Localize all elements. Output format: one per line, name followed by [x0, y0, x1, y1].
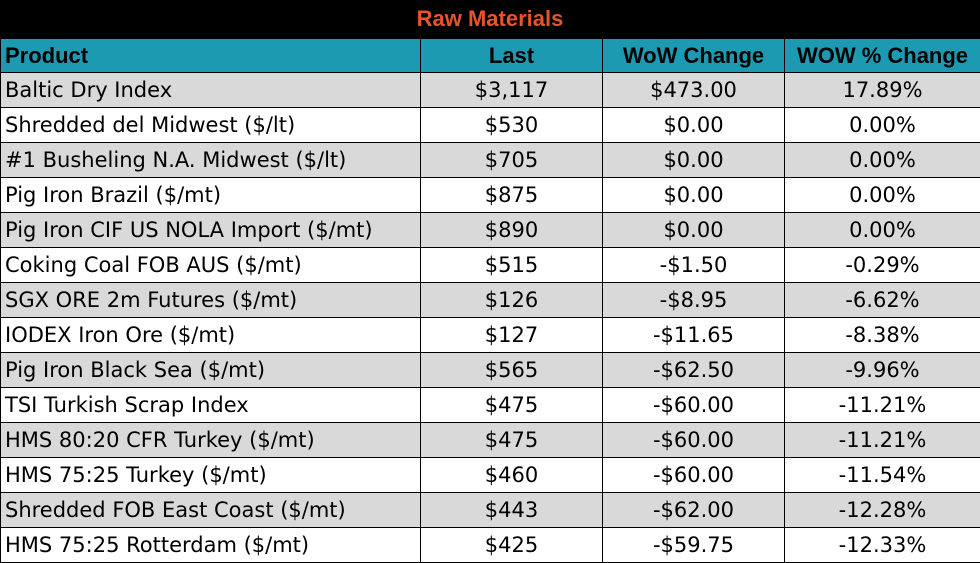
cell-wow-change: $0.00	[602, 212, 785, 248]
table-row: Coking Coal FOB AUS ($/mt) $515 -$1.50 -0.2…	[0, 247, 980, 283]
cell-wow-change: -$62.00	[602, 492, 785, 528]
cell-wow-change: -$59.75	[602, 527, 785, 563]
cell-wow-change: -$11.65	[602, 317, 785, 353]
cell-last: $875	[420, 177, 603, 213]
cell-last: $705	[420, 142, 603, 178]
cell-last: $530	[420, 107, 603, 143]
cell-last: $3,117	[420, 72, 603, 108]
cell-wow-change: $0.00	[602, 177, 785, 213]
cell-wow-change: -$62.50	[602, 352, 785, 388]
cell-wow-pct-change: 0.00%	[784, 107, 980, 143]
cell-product: Baltic Dry Index	[0, 72, 421, 108]
column-header-last: Last	[420, 38, 603, 73]
cell-wow-change: $0.00	[602, 142, 785, 178]
raw-materials-table: Product Last WoW Change WOW % Change Bal…	[0, 38, 980, 563]
cell-wow-change: -$1.50	[602, 247, 785, 283]
cell-wow-pct-change: -12.33%	[784, 527, 980, 563]
cell-last: $890	[420, 212, 603, 248]
cell-wow-change: -$60.00	[602, 422, 785, 458]
table-row: Pig Iron Black Sea ($/mt) $565 -$62.50 -9.9…	[0, 352, 980, 388]
table-row: Baltic Dry Index $3,117 $473.00 17.89%	[0, 72, 980, 108]
cell-wow-pct-change: -0.29%	[784, 247, 980, 283]
table-row: #1 Busheling N.A. Midwest ($/lt) $705 $0.0…	[0, 142, 980, 178]
cell-product: Pig Iron CIF US NOLA Import ($/mt)	[0, 212, 421, 248]
cell-last: $475	[420, 387, 603, 423]
cell-last: $460	[420, 457, 603, 493]
cell-wow-change: $0.00	[602, 107, 785, 143]
table-row: HMS 75:25 Turkey ($/mt) $460 -$60.00 -11.54…	[0, 457, 980, 493]
cell-product: Shredded del Midwest ($/lt)	[0, 107, 421, 143]
cell-wow-pct-change: 0.00%	[784, 177, 980, 213]
cell-wow-change: -$60.00	[602, 457, 785, 493]
cell-product: IODEX Iron Ore ($/mt)	[0, 317, 421, 353]
cell-product: HMS 80:20 CFR Turkey ($/mt)	[0, 422, 421, 458]
header-row: Product Last WoW Change WOW % Change	[0, 38, 980, 73]
cell-product: HMS 75:25 Rotterdam ($/mt)	[0, 527, 421, 563]
cell-last: $126	[420, 282, 603, 318]
table-row: SGX ORE 2m Futures ($/mt) $126 -$8.95 -6.62…	[0, 282, 980, 318]
cell-wow-pct-change: -11.54%	[784, 457, 980, 493]
cell-product: SGX ORE 2m Futures ($/mt)	[0, 282, 421, 318]
cell-wow-change: $473.00	[602, 72, 785, 108]
cell-wow-pct-change: -8.38%	[784, 317, 980, 353]
column-header-wow-change: WoW Change	[602, 38, 785, 73]
cell-product: Coking Coal FOB AUS ($/mt)	[0, 247, 421, 283]
cell-wow-pct-change: 0.00%	[784, 212, 980, 248]
table-row: IODEX Iron Ore ($/mt) $127 -$11.65 -8.38%	[0, 317, 980, 353]
table-row: Pig Iron Brazil ($/mt) $875 $0.00 0.00%	[0, 177, 980, 213]
column-header-wow-pct-change: WOW % Change	[784, 38, 980, 73]
cell-product: Shredded FOB East Coast ($/mt)	[0, 492, 421, 528]
cell-wow-change: -$60.00	[602, 387, 785, 423]
cell-wow-pct-change: -11.21%	[784, 422, 980, 458]
cell-last: $127	[420, 317, 603, 353]
table-body: Baltic Dry Index $3,117 $473.00 17.89% Shred…	[0, 72, 980, 563]
table-row: Pig Iron CIF US NOLA Import ($/mt) $890 $0…	[0, 212, 980, 248]
cell-wow-pct-change: -11.21%	[784, 387, 980, 423]
table-row: Shredded del Midwest ($/lt) $530 $0.00 0.00…	[0, 107, 980, 143]
cell-product: HMS 75:25 Turkey ($/mt)	[0, 457, 421, 493]
cell-wow-pct-change: -6.62%	[784, 282, 980, 318]
cell-product: Pig Iron Black Sea ($/mt)	[0, 352, 421, 388]
table-row: TSI Turkish Scrap Index $475 -$60.00 -11.21…	[0, 387, 980, 423]
cell-wow-pct-change: -12.28%	[784, 492, 980, 528]
table-row: HMS 75:25 Rotterdam ($/mt) $425 -$59.75 -12…	[0, 527, 980, 563]
cell-last: $443	[420, 492, 603, 528]
cell-product: #1 Busheling N.A. Midwest ($/lt)	[0, 142, 421, 178]
cell-last: $425	[420, 527, 603, 563]
column-header-product: Product	[0, 38, 421, 73]
cell-wow-change: -$8.95	[602, 282, 785, 318]
cell-product: Pig Iron Brazil ($/mt)	[0, 177, 421, 213]
cell-last: $515	[420, 247, 603, 283]
cell-last: $565	[420, 352, 603, 388]
cell-last: $475	[420, 422, 603, 458]
cell-wow-pct-change: 17.89%	[784, 72, 980, 108]
cell-wow-pct-change: -9.96%	[784, 352, 980, 388]
table-row: HMS 80:20 CFR Turkey ($/mt) $475 -$60.00 -1…	[0, 422, 980, 458]
table-title: Raw Materials	[0, 0, 980, 38]
cell-wow-pct-change: 0.00%	[784, 142, 980, 178]
cell-product: TSI Turkish Scrap Index	[0, 387, 421, 423]
table-row: Shredded FOB East Coast ($/mt) $443 -$62.0…	[0, 492, 980, 528]
